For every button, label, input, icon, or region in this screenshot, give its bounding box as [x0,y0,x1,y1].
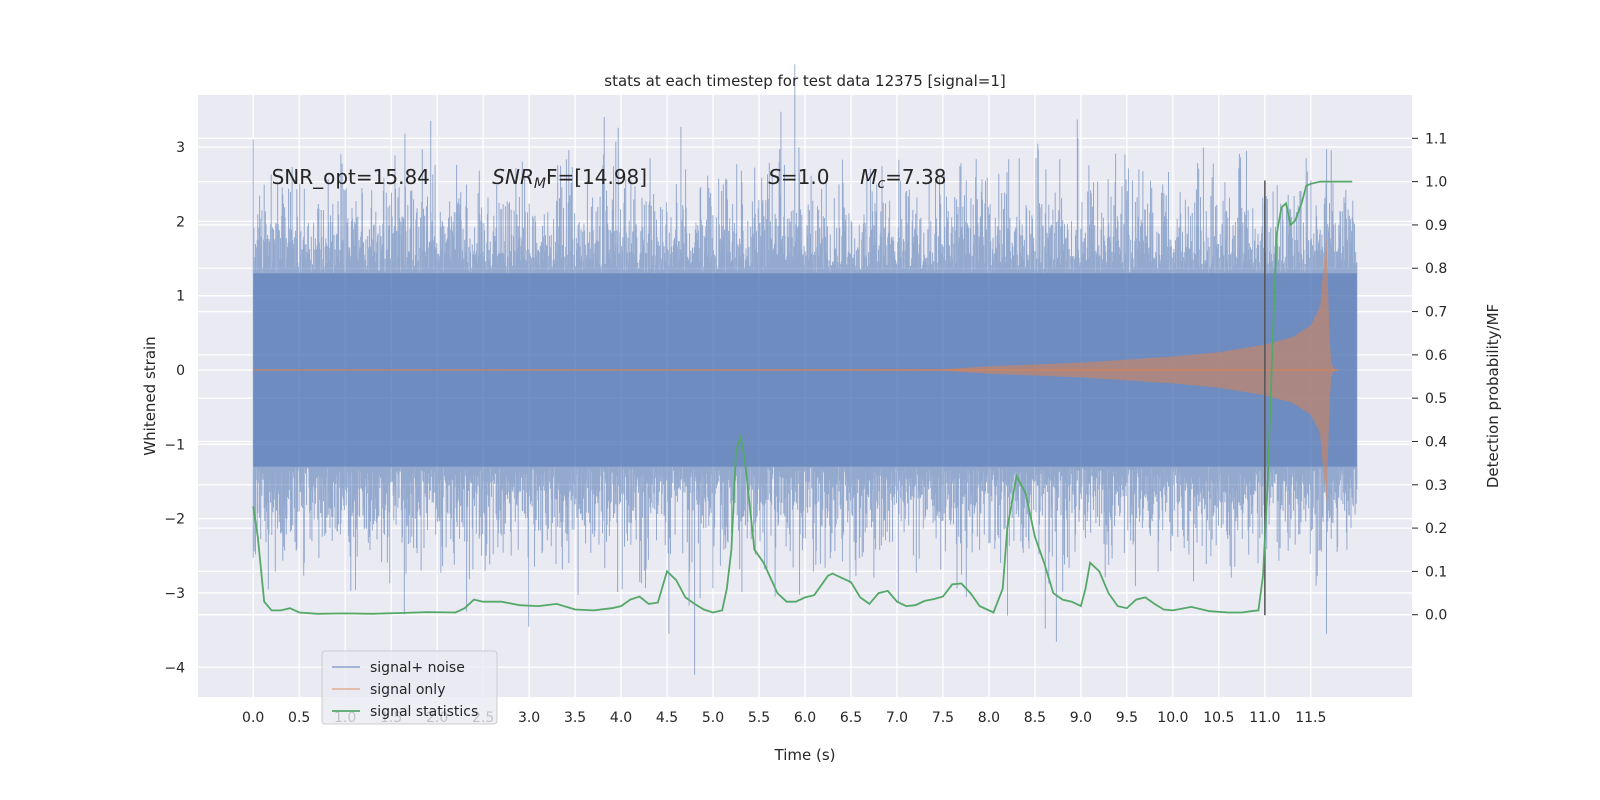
right-y-tick-label: 0.4 [1425,434,1447,450]
x-tick-label: 10.5 [1203,710,1234,726]
right-y-tick-label: 1.0 [1425,175,1447,191]
x-tick-label: 4.0 [610,710,632,726]
x-tick-label: 3.0 [518,710,540,726]
x-tick-label: 6.5 [840,710,862,726]
series-signal-statistics [252,180,1353,615]
legend: signal+ noise signal only signal statist… [321,650,498,725]
x-tick-label: 9.0 [1070,710,1092,726]
x-tick-label: 7.5 [932,710,954,726]
right-y-tick-label: 0.8 [1425,261,1447,277]
right-y-axis-label: Detection probability/MF [1484,304,1502,488]
y-tick-label: 0 [176,363,185,379]
x-tick-label: 11.5 [1295,710,1326,726]
series-signal-only [253,236,1339,504]
y-axis-label: Whitened strain [141,336,159,455]
annotation-mc-sub: c [877,176,885,192]
x-tick-label: 6.0 [794,710,816,726]
x-tick-label: 8.5 [1024,710,1046,726]
x-tick-label: 11.0 [1249,710,1280,726]
x-tick-label: 0.5 [288,710,310,726]
x-tick-label: 4.5 [656,710,678,726]
y-tick-label: −1 [164,437,185,453]
x-tick-label: 10.0 [1157,710,1188,726]
annotation-s-symbol: S [768,165,781,189]
annotation-snr-opt: SNR_opt=15.84 [272,165,430,189]
annotation-snr-mf-rest: F=[14.98] [546,165,647,189]
legend-box [321,650,498,725]
x-tick-label: 3.5 [564,710,586,726]
right-y-tick-labels: 0.0 0.1 0.2 0.3 0.4 0.5 0.6 0.7 0.8 0.9 1.0 1.1 [1412,131,1447,624]
x-tick-label: 7.0 [886,710,908,726]
chart-title: stats at each timestep for test data 123… [604,72,1005,90]
x-tick-label: 8.0 [978,710,1000,726]
right-y-tick-label: 1.1 [1425,131,1447,147]
annotation-mc-rest: =7.38 [885,165,946,189]
right-y-tick-label: 0.0 [1425,608,1447,624]
right-y-tick-label: 0.7 [1425,305,1447,321]
legend-label-signal-only: signal only [370,682,445,698]
annotation-mc-symbol: M [860,165,877,189]
right-y-tick-label: 0.3 [1425,478,1447,494]
y-tick-label: −4 [164,660,185,676]
x-tick-label: 0.0 [242,710,264,726]
right-y-tick-label: 0.1 [1425,564,1447,580]
noise-trace [252,64,1358,675]
annotations: SNR_opt=15.84 SNRMF=[14.98] S=1.0 Mc=7.3… [272,165,947,192]
y-tick-label: −2 [164,512,185,528]
y-tick-labels: −4 −3 −2 −1 0 1 2 3 [164,140,185,676]
x-tick-label: 5.0 [702,710,724,726]
annotation-snr-mf-sub: M [534,176,546,192]
y-tick-label: −3 [164,586,185,602]
statistics-line [252,180,1353,615]
right-y-tick-label: 0.9 [1425,218,1447,234]
y-tick-label: 1 [176,289,185,305]
y-tick-label: 3 [176,140,185,156]
x-tick-label: 9.5 [1116,710,1138,726]
x-axis-label: Time (s) [774,746,836,764]
annotation-snr-mf: SNRMF=[14.98] [492,165,647,192]
annotation-s: S=1.0 [768,165,829,189]
right-y-tick-label: 0.6 [1425,348,1447,364]
annotation-mc: Mc=7.38 [860,165,946,192]
legend-label-signal-statistics: signal statistics [370,704,478,720]
right-y-tick-label: 0.2 [1425,521,1447,537]
y-tick-label: 2 [176,214,185,230]
legend-label-signal-noise: signal+ noise [370,660,465,676]
x-tick-label: 5.5 [748,710,770,726]
x-tick-labels: 0.00.51.01.52.02.53.03.54.04.55.05.56.06… [242,710,1326,726]
annotation-snr-mf-symbol: SNR [492,165,534,189]
right-y-tick-label: 0.5 [1425,391,1447,407]
annotation-s-rest: =1.0 [781,165,830,189]
